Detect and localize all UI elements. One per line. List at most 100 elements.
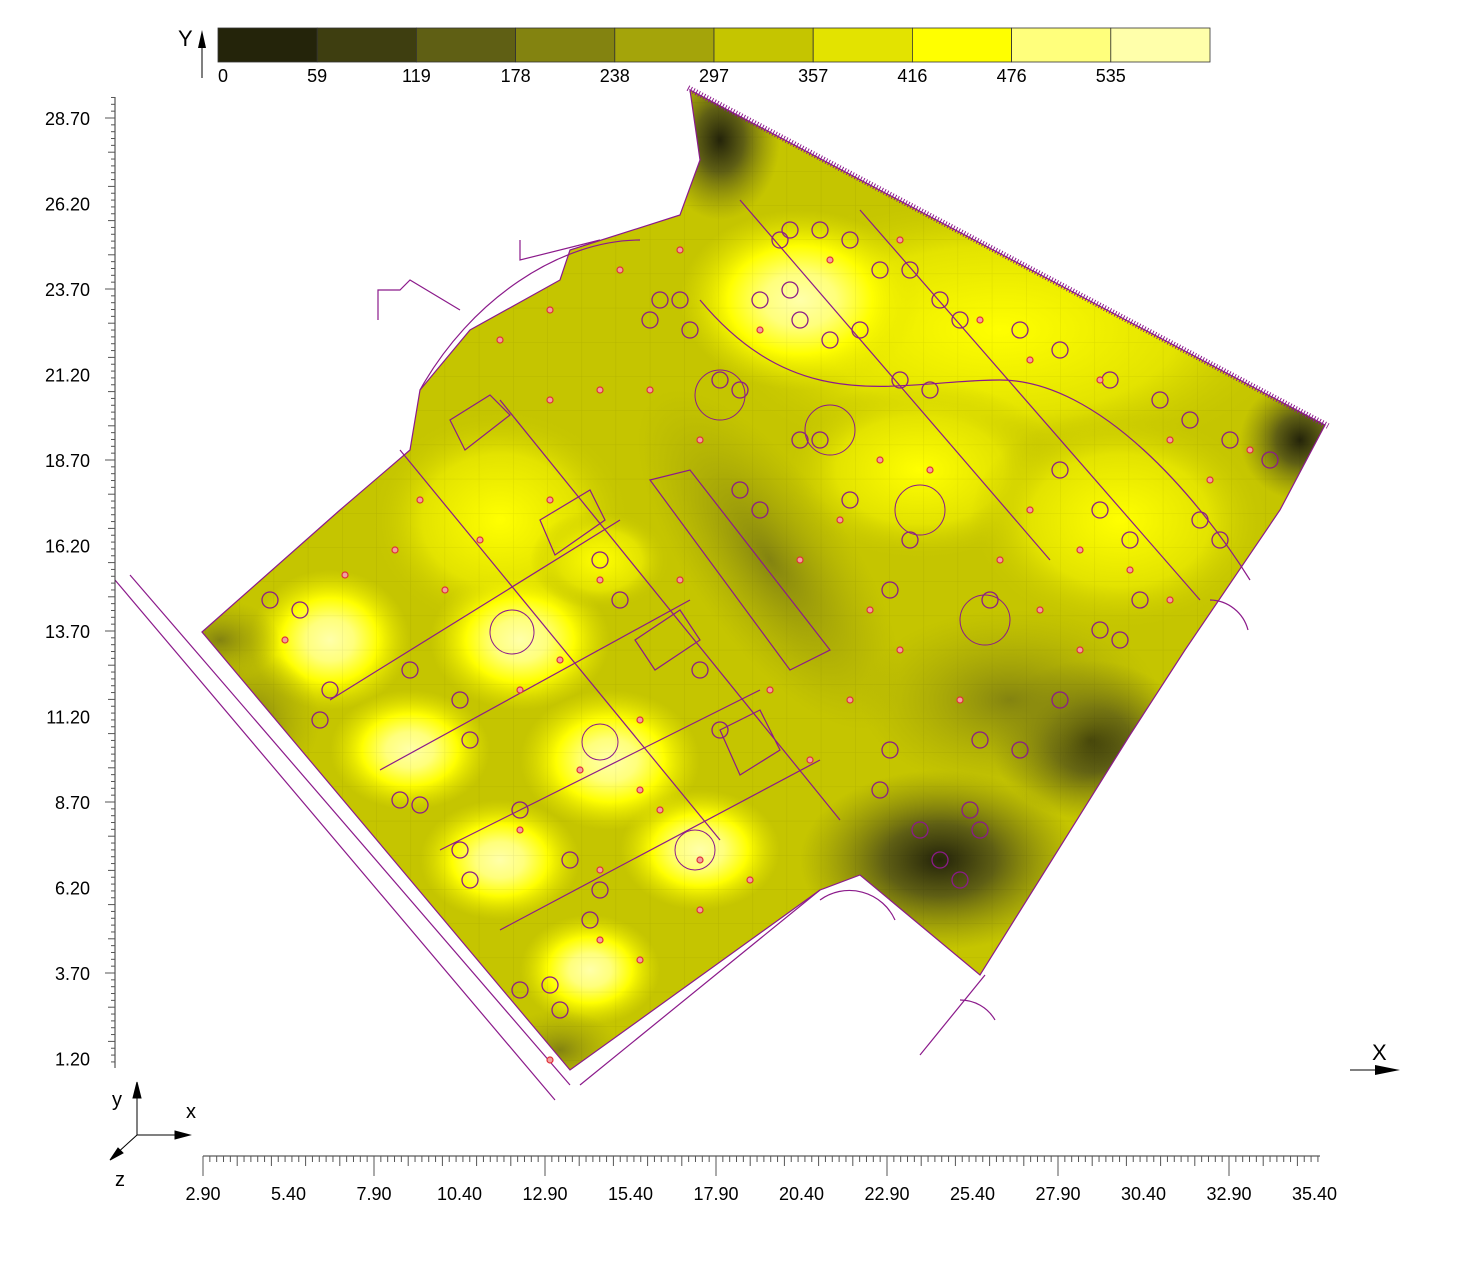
chair-icon [921,381,939,399]
luminaire-icon [1206,476,1214,484]
chair-icon [541,976,559,994]
chair-icon [711,721,729,739]
facade-wall [114,579,556,1101]
x-axis: 2.90 5.40 7.90 10.40 12.90 15.40 17.90 20.40 22.… [185,1040,1400,1204]
chair-icon [841,491,859,509]
chair-icon [821,331,839,349]
luminaire-icon [876,456,884,464]
chair-icon [711,371,729,389]
legend-swatch [1110,27,1211,63]
x-tick-label: 22.90 [864,1184,909,1204]
x-axis-label: X [1372,1040,1387,1065]
chair-icon [461,731,479,749]
x-tick-label: 2.90 [185,1184,220,1204]
triad-y-label: y [112,1089,122,1111]
luminaire-icon [956,696,964,704]
legend-tick-label: 476 [997,66,1027,86]
luminaire-icon [646,386,654,394]
y-tick-label: 8.70 [55,793,90,813]
luminaire-icon [546,396,554,404]
south-wall [579,889,821,1086]
luminaire-icon [636,716,644,724]
chair-icon [591,551,609,569]
luminaire-icon [391,546,399,554]
x-tick-label: 7.90 [356,1184,391,1204]
legend-tick-label: 59 [307,66,327,86]
chair-icon [1091,501,1109,519]
floor-plan [114,85,1330,1101]
luminaire-icon [596,936,604,944]
chair-icon [321,681,339,699]
y-tick-label: 6.20 [55,879,90,899]
chair-icon [581,911,599,929]
x-tick-label: 30.40 [1121,1184,1166,1204]
legend-swatch [217,27,318,63]
chair-icon [681,321,699,339]
legend-axis-label: Y [178,26,193,51]
luminaire-icon [416,496,424,504]
x-arrow-head-icon [1375,1065,1400,1075]
luminaire-icon [1026,506,1034,514]
x-tick-label: 5.40 [271,1184,306,1204]
luminaire-icon [996,556,1004,564]
round-table-icon [894,484,946,536]
y-tick-label: 16.20 [45,537,90,557]
luminaire-icon [616,266,624,274]
luminaire-icon [476,536,484,544]
y-tick-label: 26.20 [45,195,90,215]
luminaire-icon [516,686,524,694]
chair-icon [1121,531,1139,549]
luminaire-icon [1026,356,1034,364]
y-tick-label: 21.20 [45,366,90,386]
legend-tick-label: 178 [501,66,531,86]
chair-icon [1221,431,1239,449]
legend-swatch [316,27,417,63]
luminaire-icon [896,646,904,654]
legend-swatch [713,27,814,63]
chair-icon [611,591,629,609]
chair-icon [901,531,919,549]
chair-icon [511,981,529,999]
y-tick-label: 11.20 [46,708,90,728]
chair-icon [751,501,769,519]
triad-x-label: x [186,1101,196,1123]
round-table-icon [959,594,1011,646]
chair-icon [1131,591,1149,609]
luminaire-icon [696,856,704,864]
chair-icon [691,661,709,679]
luminaire-icon [496,336,504,344]
luminaire-icon [1166,596,1174,604]
chair-icon [451,841,469,859]
chair-icon [931,291,949,309]
chair-icon [781,221,799,239]
chair-icon [841,231,859,249]
chair-icon [871,781,889,799]
chair-icon [511,801,529,819]
chair-icon [671,291,689,309]
triad-z-label: z [115,1169,125,1191]
chair-icon [951,311,969,329]
chair-icon [1011,741,1029,759]
chair-icon [731,481,749,499]
chair-icon [641,311,659,329]
luminaire-icon [596,576,604,584]
chair-icon [461,871,479,889]
luminaire-icon [846,696,854,704]
chair-icon [791,311,809,329]
luminaire-icon [546,1056,554,1064]
round-table-icon [581,723,619,761]
round-table-icon [804,404,856,456]
legend-tick-label: 0 [218,66,228,86]
chair-icon [1051,461,1069,479]
x-tick-label: 32.90 [1206,1184,1251,1204]
chair-icon [961,801,979,819]
luminaire-icon [281,636,289,644]
chair-icon [1091,621,1109,639]
x-tick-label: 12.90 [522,1184,567,1204]
luminaire-icon [576,766,584,774]
luminaire-icon [756,326,764,334]
luminaire-icon [836,516,844,524]
x-tick-label: 35.40 [1292,1184,1337,1204]
chair-icon [1011,321,1029,339]
